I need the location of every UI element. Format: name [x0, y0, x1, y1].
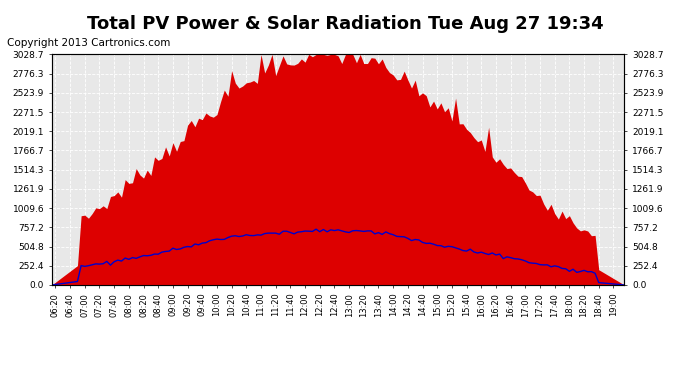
Text: Copyright 2013 Cartronics.com: Copyright 2013 Cartronics.com — [7, 38, 170, 48]
Text: Total PV Power & Solar Radiation Tue Aug 27 19:34: Total PV Power & Solar Radiation Tue Aug… — [87, 15, 603, 33]
Legend: Radiation (W/m2), PV Panels  (DC Watts): Radiation (W/m2), PV Panels (DC Watts) — [418, 29, 620, 44]
